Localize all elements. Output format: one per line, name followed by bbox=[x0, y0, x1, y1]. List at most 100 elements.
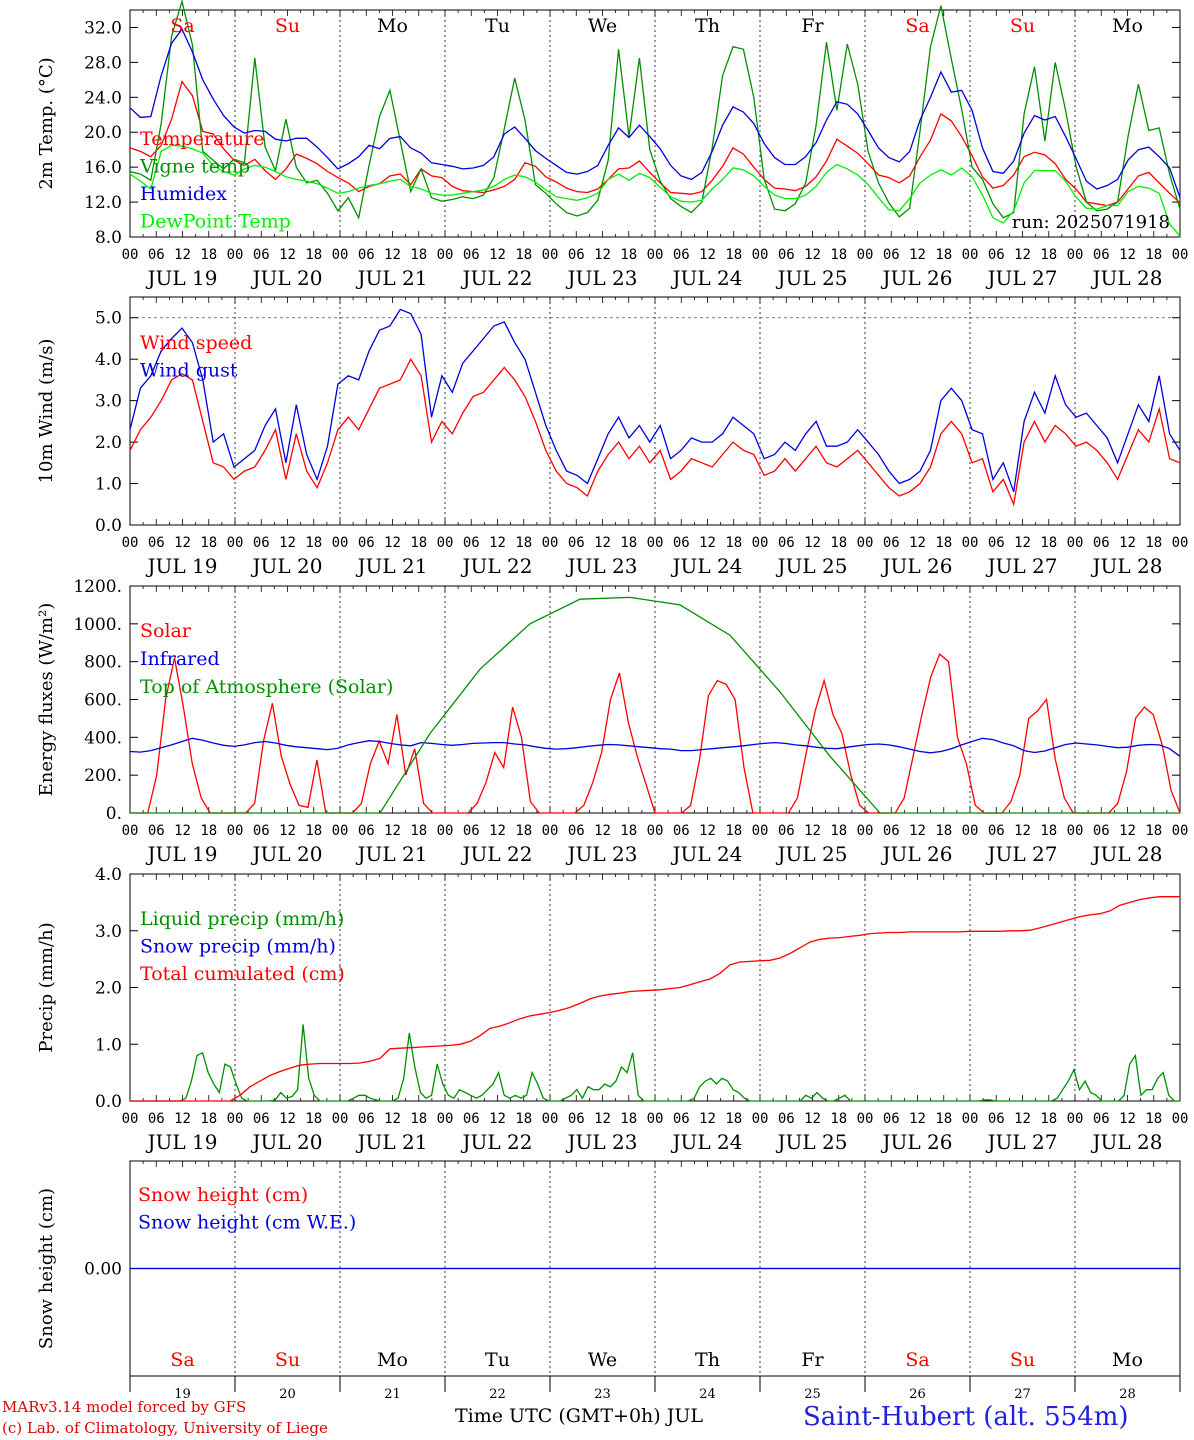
x-hour-label: 00 bbox=[1067, 247, 1084, 263]
day-number-label: 28 bbox=[1119, 1387, 1136, 1402]
x-hour-label: 06 bbox=[463, 247, 480, 263]
x-date-label: JUL 26 bbox=[881, 1130, 953, 1154]
legend-entry: Solar bbox=[140, 620, 192, 642]
y-tick-label: 600. bbox=[84, 691, 122, 711]
weekday-label: Sa bbox=[905, 15, 929, 37]
weekday-label: Mo bbox=[377, 15, 408, 37]
x-hour-label: 18 bbox=[725, 823, 742, 839]
x-hour-label: 06 bbox=[568, 535, 585, 551]
y-axis-label: Energy fluxes (W/m²) bbox=[36, 603, 57, 797]
day-number-label: 19 bbox=[174, 1387, 191, 1402]
y-tick-label: 8.0 bbox=[95, 228, 122, 248]
y-tick-label: 2.0 bbox=[95, 979, 122, 999]
x-hour-label: 12 bbox=[699, 823, 716, 839]
x-hour-label: 00 bbox=[752, 1111, 769, 1127]
x-hour-label: 00 bbox=[752, 535, 769, 551]
x-hour-label: 12 bbox=[804, 1111, 821, 1127]
x-hour-label: 12 bbox=[594, 247, 611, 263]
x-hour-label: 12 bbox=[384, 535, 401, 551]
x-hour-label: 18 bbox=[725, 247, 742, 263]
legend-entry: Infrared bbox=[140, 648, 220, 670]
x-hour-label: 12 bbox=[1119, 1111, 1136, 1127]
x-hour-label: 18 bbox=[200, 247, 217, 263]
x-date-label: JUL 26 bbox=[881, 842, 953, 866]
x-hour-label: 18 bbox=[935, 247, 952, 263]
x-hour-label: 00 bbox=[122, 535, 139, 551]
x-hour-label: 06 bbox=[988, 1111, 1005, 1127]
x-hour-label: 12 bbox=[174, 535, 191, 551]
x-hour-label: 06 bbox=[883, 535, 900, 551]
x-hour-label: 00 bbox=[542, 1111, 559, 1127]
x-hour-label: 18 bbox=[305, 823, 322, 839]
x-hour-label: 18 bbox=[305, 1111, 322, 1127]
x-hour-label: 18 bbox=[830, 1111, 847, 1127]
x-date-label: JUL 25 bbox=[776, 1130, 848, 1154]
legend-entry: Top of Atmosphere (Solar) bbox=[140, 676, 393, 698]
legend-entry: Vigne temp bbox=[139, 156, 250, 178]
x-date-label: JUL 23 bbox=[566, 266, 638, 290]
x-hour-label: 12 bbox=[489, 1111, 506, 1127]
x-hour-label: 12 bbox=[804, 823, 821, 839]
model-credit: MARv3.14 model forced by GFS bbox=[2, 1398, 247, 1416]
x-hour-label: 12 bbox=[279, 1111, 296, 1127]
x-hour-label: 06 bbox=[463, 535, 480, 551]
x-hour-label: 00 bbox=[1067, 1111, 1084, 1127]
x-hour-label: 06 bbox=[988, 823, 1005, 839]
y-tick-label: 20.0 bbox=[84, 123, 122, 143]
precip-panel: 0.0 1.0 2.0 3.0 4.0 Precip (mm/h) Liquid preci… bbox=[36, 865, 1188, 1154]
x-date-label: JUL 21 bbox=[356, 1130, 428, 1154]
x-hour-label: 18 bbox=[410, 247, 427, 263]
x-hour-label: 18 bbox=[1145, 535, 1162, 551]
y-tick-label: 0. bbox=[106, 804, 122, 824]
x-hour-label: 06 bbox=[358, 247, 375, 263]
series-dewpoint-temp bbox=[129, 144, 1181, 237]
series-infrared bbox=[129, 737, 1181, 757]
x-hour-label: 18 bbox=[1040, 823, 1057, 839]
weekday-label: Su bbox=[1010, 15, 1035, 37]
x-hour-label: 00 bbox=[122, 247, 139, 263]
x-hour-label: 12 bbox=[279, 823, 296, 839]
y-tick-label: 1200. bbox=[73, 577, 122, 597]
x-date-label: JUL 22 bbox=[461, 554, 533, 578]
x-hour-label: 12 bbox=[594, 1111, 611, 1127]
weekday-label-bottom: We bbox=[588, 1349, 617, 1371]
x-hour-label: 00 bbox=[962, 535, 979, 551]
weekday-label-bottom: Su bbox=[1010, 1349, 1035, 1371]
x-hour-label: 12 bbox=[1014, 1111, 1031, 1127]
x-hour-label: 00 bbox=[332, 247, 349, 263]
x-hour-label: 18 bbox=[620, 823, 637, 839]
weekday-label: Mo bbox=[1112, 15, 1143, 37]
x-date-label: JUL 26 bbox=[881, 266, 953, 290]
x-hour-label: 18 bbox=[725, 535, 742, 551]
x-date-label: JUL 19 bbox=[146, 554, 218, 578]
x-hour-label: 18 bbox=[515, 1111, 532, 1127]
x-hour-label: 12 bbox=[489, 247, 506, 263]
x-hour-label: 18 bbox=[725, 1111, 742, 1127]
y-tick-label: 3.0 bbox=[95, 922, 122, 942]
legend-entry: Liquid precip (mm/h) bbox=[140, 908, 344, 930]
x-hour-label: 06 bbox=[253, 247, 270, 263]
x-hour-label: 06 bbox=[358, 1111, 375, 1127]
legend-entry: Wind speed bbox=[140, 332, 252, 354]
x-hour-label: 12 bbox=[174, 247, 191, 263]
x-date-label: JUL 24 bbox=[671, 842, 743, 866]
y-tick-label: 800. bbox=[84, 653, 122, 673]
y-tick-label: 1.0 bbox=[95, 1035, 122, 1055]
legend-entry: Snow precip (mm/h) bbox=[140, 936, 336, 958]
x-hour-label: 06 bbox=[673, 1111, 690, 1127]
x-hour-label: 18 bbox=[200, 823, 217, 839]
x-hour-label: 00 bbox=[1067, 823, 1084, 839]
weekday-label-bottom: Mo bbox=[1112, 1349, 1143, 1371]
x-hour-label: 00 bbox=[962, 1111, 979, 1127]
x-date-label: JUL 22 bbox=[461, 1130, 533, 1154]
x-hour-label: 12 bbox=[909, 823, 926, 839]
x-date-label: JUL 19 bbox=[146, 842, 218, 866]
snow-panel: 0.00 Snow height (cm) Snow height (cm) Snow… bbox=[36, 1160, 1181, 1377]
legend-entry: Snow height (cm) bbox=[138, 1184, 308, 1206]
x-hour-label: 06 bbox=[988, 535, 1005, 551]
y-tick-label: 1000. bbox=[73, 615, 122, 635]
x-hour-label: 12 bbox=[594, 535, 611, 551]
x-hour-label: 12 bbox=[1119, 535, 1136, 551]
x-date-label: JUL 26 bbox=[881, 554, 953, 578]
x-hour-label: 00 bbox=[437, 823, 454, 839]
